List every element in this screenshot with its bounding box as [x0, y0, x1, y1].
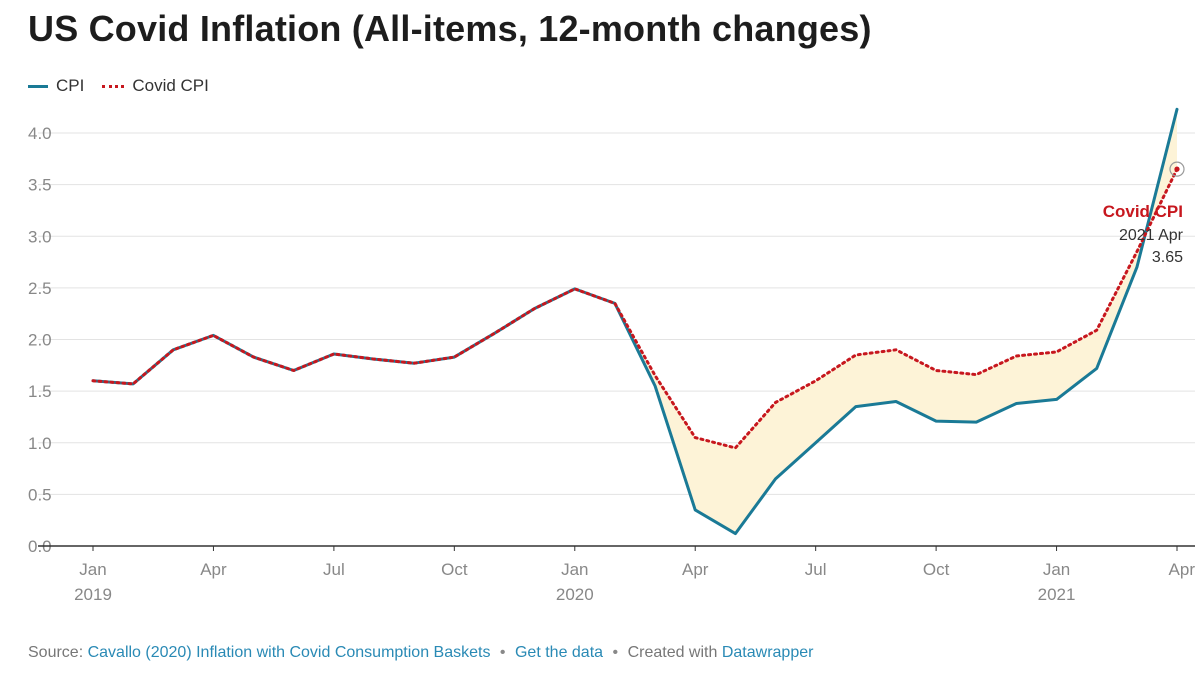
x-tick-label: Jan — [1043, 560, 1070, 579]
source-label: Source: — [28, 644, 84, 661]
x-tick-year-label: 2021 — [1038, 585, 1076, 604]
legend: CPI Covid CPI — [28, 76, 227, 96]
legend-swatch-cpi — [28, 84, 48, 88]
annotation-label: Covid CPI — [1103, 202, 1183, 221]
footer-separator: • — [612, 644, 619, 661]
get-the-data-link[interactable]: Get the data — [514, 644, 604, 661]
legend-item-covid-cpi: Covid CPI — [102, 76, 209, 96]
x-tick-label: Apr — [1169, 560, 1196, 579]
annotation-date: 2021 Apr — [1119, 227, 1184, 244]
y-tick-label: 1.0 — [28, 434, 52, 453]
legend-label-covid-cpi: Covid CPI — [132, 76, 209, 95]
x-tick-label: Jan — [561, 560, 588, 579]
series-line-cpi — [91, 107, 1179, 536]
annotation-value: 3.65 — [1152, 249, 1183, 266]
y-tick-label: 3.0 — [28, 227, 52, 246]
datawrapper-link[interactable]: Datawrapper — [721, 644, 814, 661]
x-tick-year-label: 2020 — [556, 585, 594, 604]
source-link[interactable]: Cavallo (2020) Inflation with Covid Cons… — [87, 644, 491, 661]
x-tick-year-label: 2019 — [74, 585, 112, 604]
y-tick-label: 2.0 — [28, 331, 52, 350]
annotation: Covid CPI 2021 Apr 3.65 — [1103, 161, 1185, 266]
footer-separator: • — [499, 644, 506, 661]
annotation-marker-dot — [1174, 166, 1180, 172]
x-tick-label: Oct — [923, 560, 950, 579]
x-tick-label: Apr — [200, 560, 227, 579]
annotation-marker-ring — [1169, 161, 1185, 177]
footer: Source: Cavallo (2020) Inflation with Co… — [28, 644, 813, 662]
legend-item-cpi: CPI — [28, 76, 84, 96]
series-line-covid-cpi — [91, 167, 1179, 450]
gridlines — [38, 132, 1195, 495]
x-tick-label: Jul — [323, 560, 345, 579]
chart-title: US Covid Inflation (All-items, 12-month … — [28, 8, 872, 49]
x-tick-label: Apr — [682, 560, 709, 579]
y-tick-label: 4.0 — [28, 124, 52, 143]
legend-label-cpi: CPI — [56, 76, 85, 95]
y-tick-label: 0.5 — [28, 485, 52, 504]
x-tick-label: Jan — [79, 560, 106, 579]
y-tick-label: 3.5 — [28, 176, 52, 195]
y-tick-label: 2.5 — [28, 279, 52, 298]
legend-swatch-covid-cpi — [102, 84, 125, 88]
y-tick-label: 1.5 — [28, 382, 52, 401]
series — [91, 107, 1179, 536]
created-with-label: Created with — [627, 644, 718, 661]
x-tick-label: Oct — [441, 560, 468, 579]
difference-area — [614, 109, 1177, 534]
x-tick-label: Jul — [805, 560, 827, 579]
difference-fill — [614, 109, 1177, 534]
